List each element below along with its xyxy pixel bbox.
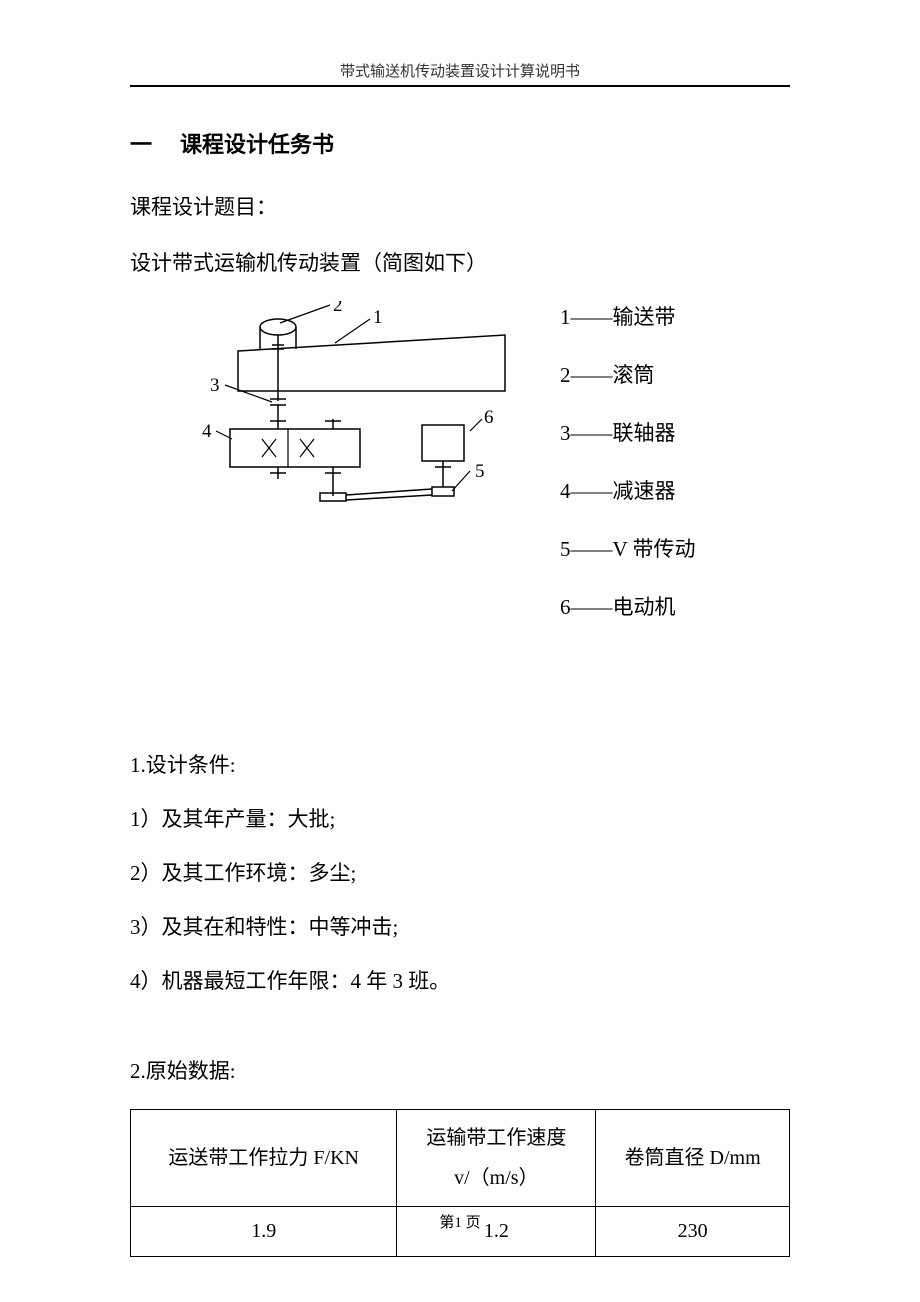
raw-data-heading: 2.原始数据: <box>130 1055 790 1085</box>
table-header-row: 运送带工作拉力 F/KN 运输带工作速度 v/（m/s） 卷筒直径 D/mm <box>131 1109 790 1206</box>
condition-item: 2）及其工作环境：多尘; <box>130 857 790 887</box>
legend-item: 5——V 带传动 <box>560 533 696 563</box>
table-header-cell: 运送带工作拉力 F/KN <box>131 1109 397 1206</box>
diagram-label-4: 4 <box>202 421 212 442</box>
page-number: 第1 页 <box>0 1211 920 1232</box>
schematic-diagram: 1 2 3 4 5 6 <box>170 301 520 541</box>
diagram-label-6: 6 <box>484 407 494 428</box>
condition-item: 4）机器最短工作年限：4 年 3 班。 <box>130 965 790 995</box>
design-conditions-section: 1.设计条件: 1）及其年产量：大批; 2）及其工作环境：多尘; 3）及其在和特… <box>130 749 790 995</box>
legend-list: 1——输送带 2——滚筒 3——联轴器 4——减速器 5——V 带传动 6——电… <box>560 301 696 649</box>
legend-item: 2——滚筒 <box>560 359 696 389</box>
header-divider <box>130 85 790 87</box>
design-statement: 设计带式运输机传动装置（简图如下） <box>130 245 790 283</box>
condition-item: 3）及其在和特性：中等冲击; <box>130 911 790 941</box>
diagram-label-1: 1 <box>373 307 383 328</box>
raw-data-table: 运送带工作拉力 F/KN 运输带工作速度 v/（m/s） 卷筒直径 D/mm 1… <box>130 1109 790 1257</box>
table-header-cell: 卷筒直径 D/mm <box>596 1109 790 1206</box>
doc-header-title: 带式输送机传动装置设计计算说明书 <box>130 60 790 81</box>
section-title: 一 课程设计任务书 <box>130 127 790 159</box>
diagram-and-legend-row: 1 2 3 4 5 6 1——输送带 2——滚筒 3——联轴器 4——减速器 5… <box>130 301 790 649</box>
diagram-label-2: 2 <box>333 301 343 316</box>
legend-item: 6——电动机 <box>560 591 696 621</box>
topic-label: 课程设计题目： <box>130 189 790 227</box>
table-header-cell: 运输带工作速度 v/（m/s） <box>397 1109 596 1206</box>
section-heading-text: 课程设计任务书 <box>180 132 334 157</box>
conditions-heading: 1.设计条件: <box>130 749 790 779</box>
diagram-label-3: 3 <box>210 375 220 396</box>
legend-item: 4——减速器 <box>560 475 696 505</box>
legend-item: 1——输送带 <box>560 301 696 331</box>
condition-item: 1）及其年产量：大批; <box>130 803 790 833</box>
legend-item: 3——联轴器 <box>560 417 696 447</box>
section-number: 一 <box>130 132 152 157</box>
diagram-label-5: 5 <box>475 461 485 482</box>
